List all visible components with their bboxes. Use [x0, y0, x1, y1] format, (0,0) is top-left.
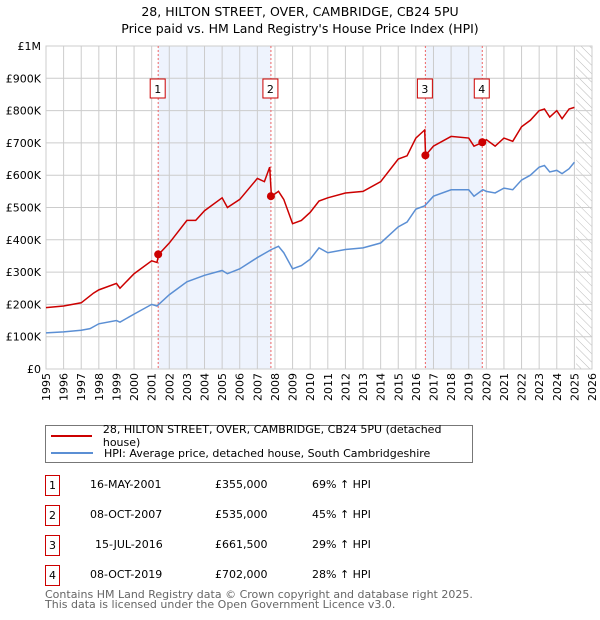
sale-label-box [262, 78, 279, 99]
y-tick-label: £0 [27, 363, 41, 376]
x-tick-label: 1995 [40, 373, 53, 401]
sale-label-box [473, 78, 490, 99]
transaction-hpi: 29% ↑ HPI [312, 538, 371, 551]
x-tick-label: 2000 [128, 373, 141, 401]
x-tick-label: 2026 [586, 373, 599, 401]
y-tick-label: £700K [6, 137, 42, 150]
transaction-price: £535,000 [215, 508, 268, 521]
transaction-price: £702,000 [215, 568, 268, 581]
transaction-row: 1 16-MAY-2001 £355,000 69% ↑ HPI [45, 475, 465, 496]
transaction-marker: 3 [45, 535, 60, 556]
x-tick-label: 1998 [93, 373, 106, 401]
sale-point [266, 192, 275, 201]
transaction-row: 3 15-JUL-2016 £661,500 29% ↑ HPI [45, 535, 465, 556]
sale-point [154, 250, 163, 259]
y-tick-label: £200K [6, 298, 42, 311]
plot-frame [45, 45, 593, 370]
y-tick-label: £500K [6, 202, 42, 215]
price-chart: 1995 1996 1997 1998 1999 2000 2001 2002 2003 2004… [6, 40, 599, 401]
x-tick-label: 1997 [75, 373, 88, 401]
legend-label-price: 28, HILTON STREET, OVER, CAMBRIDGE, CB24… [102, 423, 442, 449]
transaction-date: 08-OCT-2019 [90, 568, 163, 581]
transaction-marker: 2 [45, 505, 60, 526]
sale-label: 4 [478, 83, 485, 96]
x-tick-label: 2001 [146, 373, 159, 401]
y-tick-label: £100K [6, 331, 42, 344]
transaction-price: £661,500 [215, 538, 268, 551]
transaction-date: 15-JUL-2016 [95, 538, 163, 551]
x-tick-label: 2020 [480, 373, 493, 401]
transaction-row: 4 08-OCT-2019 £702,000 28% ↑ HPI [45, 565, 465, 586]
x-tick-label: 2011 [322, 373, 335, 401]
footer-line: This data is licensed under the Open Gov… [45, 598, 396, 611]
y-tick-label: £300K [6, 266, 42, 279]
x-tick-label: 2010 [304, 373, 317, 401]
sale-label: 3 [421, 83, 428, 96]
transaction-price: £355,000 [215, 478, 268, 491]
x-tick-label: 2009 [287, 373, 300, 401]
x-tick-label: 2021 [498, 373, 511, 401]
legend-swatch-price [51, 435, 92, 437]
legend-swatch-hpi [51, 452, 93, 454]
legend: 28, HILTON STREET, OVER, CAMBRIDGE, CB24… [45, 423, 473, 463]
x-tick-label: 2006 [234, 373, 247, 401]
sale-point [421, 151, 430, 160]
footer-line: Contains HM Land Registry data © Crown c… [45, 588, 473, 601]
x-tick-label: 2007 [251, 373, 264, 401]
x-tick-label: 2025 [568, 373, 581, 401]
y-tick-label: £400K [6, 234, 42, 247]
sale-label: 2 [267, 83, 274, 96]
x-tick-label: 2024 [551, 373, 564, 401]
transaction-marker: 4 [45, 565, 60, 586]
x-tick-label: 2019 [463, 373, 476, 401]
legend-label-hpi: HPI: Average price, detached house, Sout… [104, 446, 431, 460]
x-tick-label: 2013 [357, 373, 370, 401]
chart-subtitle: Price paid vs. HM Land Registry's House … [121, 21, 479, 36]
legend-item-hpi: HPI: Average price, detached house, Sout… [46, 445, 430, 461]
transaction-marker: 1 [45, 475, 60, 496]
transaction-date: 08-OCT-2007 [90, 508, 163, 521]
y-tick-label: £900K [6, 72, 42, 85]
x-tick-label: 2018 [445, 373, 458, 401]
price-line [45, 106, 575, 309]
sale-label-box [416, 78, 433, 99]
x-tick-label: 2016 [410, 373, 423, 401]
x-tick-label: 2014 [375, 373, 388, 401]
chart-title: 28, HILTON STREET, OVER, CAMBRIDGE, CB24… [141, 4, 459, 19]
sale-point [478, 138, 487, 147]
x-tick-label: 2015 [392, 373, 405, 401]
y-tick-label: £600K [6, 169, 42, 182]
hpi-line [45, 161, 575, 334]
transaction-date: 16-MAY-2001 [90, 478, 162, 491]
x-tick-label: 2022 [516, 373, 529, 401]
x-tick-label: 2002 [163, 373, 176, 401]
x-tick-label: 1999 [110, 373, 123, 401]
legend-item-price: 28, HILTON STREET, OVER, CAMBRIDGE, CB24… [46, 423, 472, 449]
footer: Contains HM Land Registry data © Crown c… [45, 588, 473, 611]
x-tick-label: 1996 [58, 373, 71, 401]
x-tick-label: 2004 [199, 373, 212, 401]
sale-label: 1 [154, 83, 161, 96]
x-tick-label: 2023 [533, 373, 546, 401]
transaction-hpi: 69% ↑ HPI [312, 478, 371, 491]
x-tick-label: 2003 [181, 373, 194, 401]
transaction-hpi: 28% ↑ HPI [312, 568, 371, 581]
x-tick-label: 2008 [269, 373, 282, 401]
sale-label-box [149, 78, 166, 99]
transaction-hpi: 45% ↑ HPI [312, 508, 371, 521]
x-tick-label: 2012 [339, 373, 352, 401]
y-tick-label: £800K [6, 105, 42, 118]
y-tick-label: £1M [18, 40, 42, 53]
x-tick-label: 2017 [427, 373, 440, 401]
x-tick-label: 2005 [216, 373, 229, 401]
transaction-row: 2 08-OCT-2007 £535,000 45% ↑ HPI [45, 505, 465, 526]
